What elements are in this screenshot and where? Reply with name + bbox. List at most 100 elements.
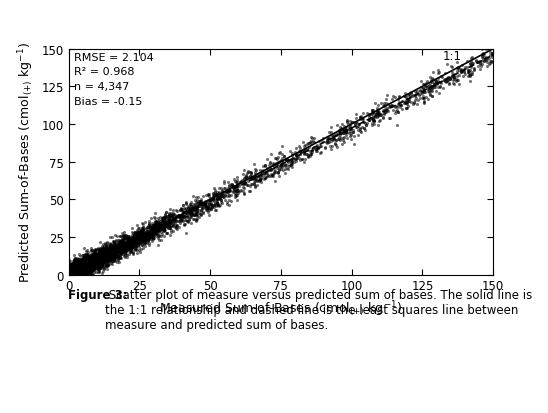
Point (194, 204, 203, 210)
Point (145, 225, 153, 232)
Point (182, 208, 191, 215)
Point (72, 265, 81, 271)
Point (75, 263, 84, 270)
Point (70, 265, 79, 272)
Point (70, 272, 78, 278)
Point (106, 254, 115, 261)
Point (332, 131, 341, 138)
Point (123, 239, 132, 245)
Point (75, 257, 84, 263)
Point (153, 228, 162, 234)
Point (436, 85, 444, 91)
Point (122, 247, 131, 253)
Point (341, 124, 350, 131)
Point (90, 254, 99, 260)
Point (215, 195, 224, 202)
Point (104, 253, 112, 260)
Point (401, 101, 410, 107)
Point (230, 183, 239, 190)
Point (73, 262, 82, 268)
Point (87, 268, 95, 274)
Point (89, 263, 98, 270)
Point (326, 136, 335, 142)
Point (89, 257, 98, 263)
Point (73, 268, 82, 274)
Point (106, 252, 115, 258)
Point (94, 253, 102, 260)
Point (67, 272, 76, 278)
Point (132, 240, 141, 247)
Point (104, 252, 113, 258)
Point (229, 183, 237, 190)
Point (164, 221, 173, 227)
Point (93, 264, 102, 271)
Point (335, 128, 344, 135)
Point (133, 247, 141, 254)
Point (465, 73, 473, 80)
Point (165, 216, 174, 223)
Point (150, 228, 158, 235)
Point (71, 272, 79, 278)
Point (103, 263, 112, 269)
Point (67, 263, 76, 269)
Point (278, 144, 287, 150)
Point (98, 252, 107, 259)
Point (157, 233, 166, 240)
Point (113, 256, 122, 263)
Point (72, 261, 81, 267)
Point (212, 198, 220, 204)
Point (68, 272, 77, 278)
Point (271, 169, 280, 176)
Point (168, 223, 176, 230)
Point (78, 263, 87, 270)
Point (109, 251, 118, 258)
Point (76, 271, 84, 278)
Point (66, 268, 75, 275)
Point (260, 163, 269, 169)
Point (222, 199, 231, 206)
Point (96, 253, 105, 260)
Point (281, 158, 290, 164)
Point (127, 246, 136, 253)
Point (470, 67, 479, 74)
Point (68, 262, 77, 268)
Point (65, 263, 74, 270)
Point (71, 258, 79, 264)
Point (409, 100, 418, 106)
Point (187, 207, 196, 214)
Point (67, 272, 76, 278)
Point (182, 213, 191, 220)
Point (135, 244, 144, 250)
Point (64, 272, 73, 278)
Point (159, 218, 168, 224)
Point (186, 209, 195, 215)
Point (133, 250, 141, 257)
Point (84, 255, 93, 261)
Point (165, 225, 174, 232)
Point (95, 250, 104, 257)
Point (104, 255, 113, 262)
Point (107, 251, 116, 257)
Point (66, 271, 75, 278)
Point (167, 219, 175, 226)
Point (69, 271, 78, 278)
Point (102, 248, 111, 255)
Point (158, 214, 167, 221)
Point (89, 267, 98, 274)
Point (67, 263, 76, 270)
Point (138, 230, 146, 237)
Point (78, 261, 87, 268)
Point (84, 254, 93, 261)
Point (71, 272, 79, 278)
Point (83, 264, 92, 271)
Point (212, 192, 221, 199)
Point (118, 247, 127, 254)
Point (478, 62, 487, 69)
Point (213, 202, 222, 209)
Point (65, 272, 74, 278)
Point (381, 107, 390, 113)
Point (327, 125, 335, 131)
Point (83, 253, 92, 260)
Point (140, 230, 149, 237)
Point (192, 207, 201, 214)
